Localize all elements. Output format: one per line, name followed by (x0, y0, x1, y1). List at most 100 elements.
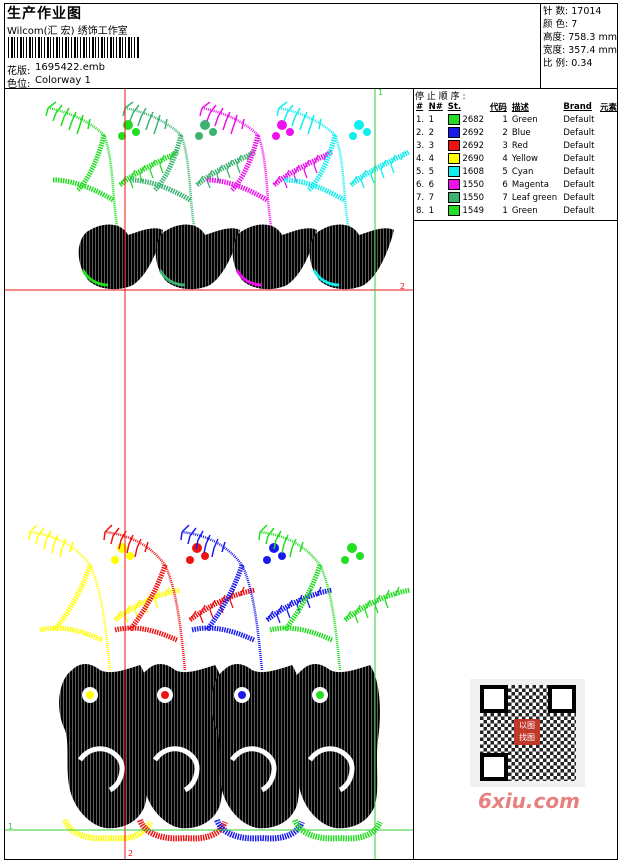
guide-marker-left: 1 (8, 822, 14, 831)
legend-cell: 1 (428, 114, 435, 125)
legend-stitch-cell: 2692 (446, 139, 488, 152)
legend-cell: 1 (502, 205, 508, 216)
legend-header-cell: 代码 (489, 103, 507, 113)
legend-cell: 2. (416, 127, 425, 138)
legend-cell: 3 (428, 140, 435, 151)
qr-code: 以图找图 (470, 679, 585, 787)
legend-cell: Default (563, 140, 595, 151)
legend-cell: Default (563, 127, 595, 138)
stat-label: 宽度: (543, 45, 566, 56)
legend-row: 7. 7 1550 7 Leaf green Default (414, 191, 620, 204)
guide-marker-top: 1 (378, 88, 384, 97)
qr-center-badge: 以图找图 (514, 719, 540, 745)
legend-cell: 5. (416, 166, 425, 177)
watermark-logo: 6xiu.com (478, 789, 580, 813)
legend-stitch-cell: 1550 (446, 191, 488, 204)
legend-cell: Red (511, 140, 528, 151)
legend-cell: Green (511, 205, 538, 216)
stat-label: 颜 色: (543, 19, 569, 30)
legend-row: 8. 1 1549 1 Green Default (414, 204, 620, 217)
legend-cell: Default (563, 153, 595, 164)
color-swatch (447, 127, 460, 138)
legend-header-cell: Brand (563, 102, 592, 112)
legend-cell: 4 (428, 153, 435, 164)
barcode (8, 37, 140, 58)
legend-cell: 7. (416, 192, 425, 203)
legend-cell: Magenta (511, 179, 549, 190)
legend-cell: 1. (416, 114, 425, 125)
legend-cell: Default (563, 166, 595, 177)
stat-label: 高度: (543, 32, 566, 43)
stat-label: 针 数: (543, 6, 569, 17)
stat-row: 针 数: 17014 (543, 5, 617, 18)
design-stats: 针 数: 17014 颜 色: 7 高度: 758.3 mm 宽度: 357.4 mm… (543, 5, 617, 70)
legend-cell: 8. (416, 205, 425, 216)
stat-row: 宽度: 357.4 mm (543, 44, 617, 57)
legend-stitch-cell: 2692 (446, 126, 488, 139)
legend-cell: 2 (428, 127, 435, 138)
design-file: 1695422.emb (35, 62, 105, 73)
legend-cell: 6. (416, 179, 425, 190)
legend-cell: 7 (428, 192, 435, 203)
legend-row: 6. 6 1550 6 Magenta Default (414, 178, 620, 191)
legend-cell: Yellow (511, 153, 539, 164)
stat-value: 7 (568, 19, 578, 30)
stat-label: 比 例: (543, 58, 569, 69)
stat-value: 17014 (568, 6, 602, 17)
color-swatch (447, 179, 460, 190)
legend-cell: 1 (428, 205, 435, 216)
stat-row: 高度: 758.3 mm (543, 31, 617, 44)
stop-sequence-table: # N# St. 代码 描述 Brand 元素 1. 1 2682 1 Green Default 2… (414, 101, 620, 217)
legend-stitch-cell: 1549 (446, 204, 488, 217)
legend-cell: 3. (416, 140, 425, 151)
color-swatch (447, 153, 460, 164)
stat-value: 357.4 mm (565, 45, 617, 56)
legend-cell: 4 (502, 153, 508, 164)
legend-header-cell: 元素 (599, 103, 617, 113)
color-swatch (447, 140, 460, 151)
legend-cell: Default (563, 179, 595, 190)
legend-row: 5. 5 1608 5 Cyan Default (414, 165, 620, 178)
legend-header-cell: 描述 (511, 103, 529, 113)
company-name: Wilcom(汇 宏) 绣饰工作室 (7, 26, 128, 37)
legend-cell: 1 (502, 114, 508, 125)
color-swatch (447, 114, 460, 125)
guide-marker-bottom: 2 (128, 849, 134, 858)
color-swatch (447, 205, 460, 216)
legend-cell: Default (563, 205, 595, 216)
legend-cell: 7 (502, 192, 508, 203)
legend-cell: Green (511, 114, 538, 125)
legend-cell: Blue (511, 127, 531, 138)
legend-stitch-cell: 2690 (446, 152, 488, 165)
legend-row: 3. 3 2692 3 Red Default (414, 139, 620, 152)
stat-row: 颜 色: 7 (543, 18, 617, 31)
legend-row: 2. 2 2692 2 Blue Default (414, 126, 620, 139)
legend-cell: 2 (502, 127, 508, 138)
legend-header-cell: N# (428, 102, 443, 112)
legend-stitch-cell: 1550 (446, 178, 488, 191)
legend-cell: 3 (502, 140, 508, 151)
stitch-count: 2690 (459, 154, 485, 164)
stitch-count: 2692 (459, 128, 485, 138)
legend-cell: 6 (428, 179, 435, 190)
drawing-area (4, 88, 414, 860)
stitch-count: 1549 (459, 206, 485, 216)
legend-row: 1. 1 2682 1 Green Default (414, 113, 620, 126)
legend-stitch-cell: 1608 (446, 165, 488, 178)
color-swatch (447, 166, 460, 177)
legend-cell: Default (563, 192, 595, 203)
legend-cell: 5 (502, 166, 508, 177)
legend-cell: Cyan (511, 166, 534, 177)
guide-marker-right: 2 (400, 282, 406, 291)
stitch-count: 1550 (459, 193, 485, 203)
stitch-count: 1608 (459, 167, 485, 177)
legend-row: 4. 4 2690 4 Yellow Default (414, 152, 620, 165)
legend-header-cell: # (416, 102, 424, 112)
legend-cell: Default (563, 114, 595, 125)
legend-cell: Leaf green (511, 192, 558, 203)
stat-value: 0.34 (568, 58, 593, 69)
colorway-name: Colorway 1 (35, 75, 91, 86)
stop-sequence-title: 停 止 顺 序 : (415, 92, 466, 102)
stitch-count: 1550 (459, 180, 485, 190)
legend-stitch-cell: 2682 (446, 113, 488, 126)
